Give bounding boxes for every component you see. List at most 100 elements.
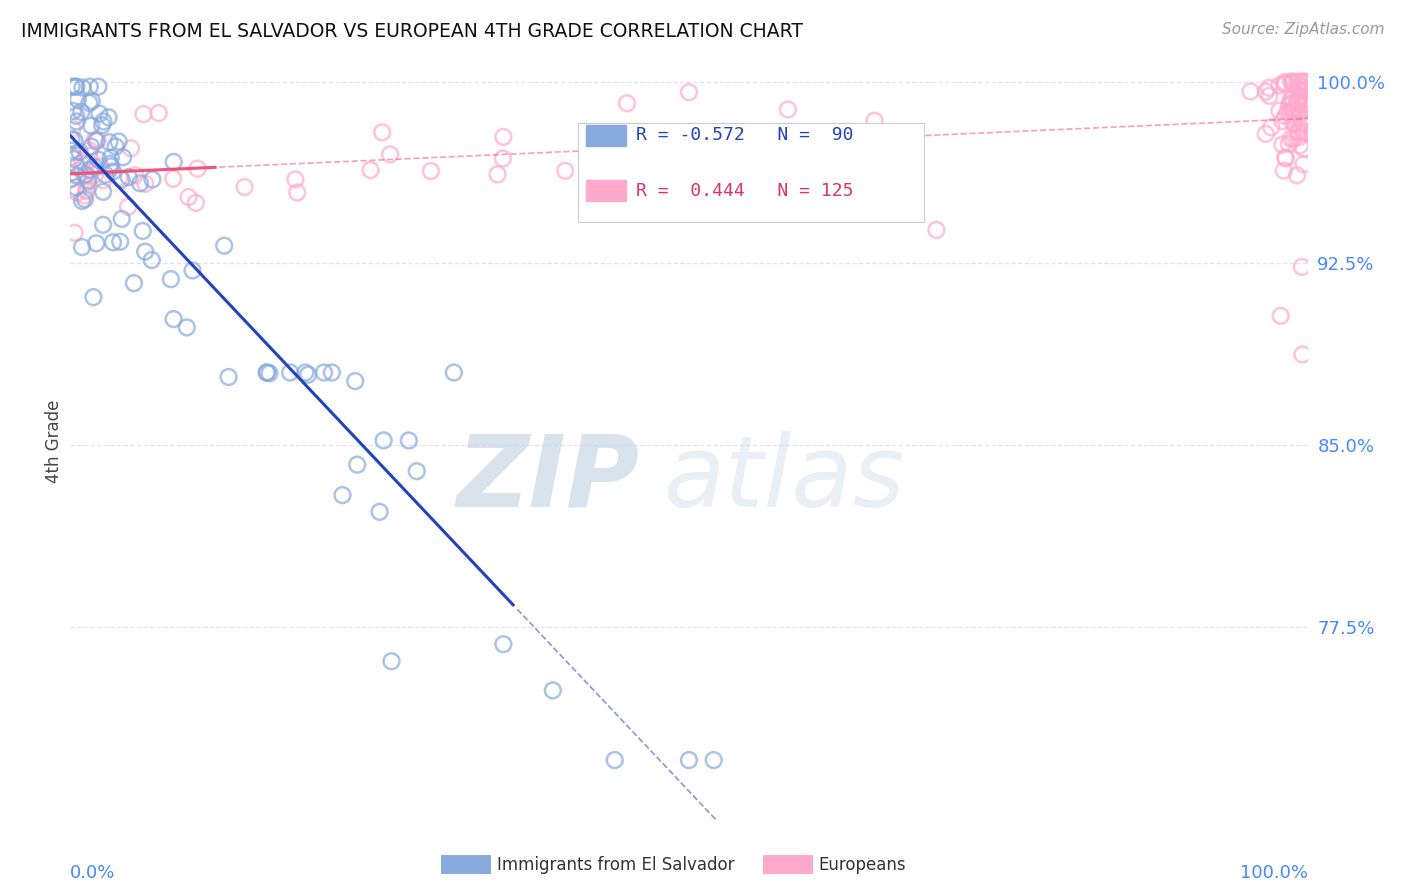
Point xyxy=(443,366,465,380)
Point xyxy=(1278,136,1301,151)
Point xyxy=(73,188,96,202)
Point xyxy=(312,366,335,380)
Point xyxy=(73,192,96,206)
Point xyxy=(62,121,84,136)
Point xyxy=(60,150,83,164)
Point xyxy=(1292,85,1315,99)
Point xyxy=(1281,91,1303,105)
Point xyxy=(1291,347,1313,361)
Point xyxy=(72,165,94,179)
Point xyxy=(112,150,135,164)
Point xyxy=(1272,77,1295,91)
Point xyxy=(371,125,394,139)
Point xyxy=(70,240,93,254)
Point xyxy=(1254,127,1277,141)
Point xyxy=(1285,168,1308,182)
Bar xyxy=(441,855,491,874)
Point xyxy=(346,458,368,472)
Point xyxy=(1260,120,1282,135)
Point xyxy=(60,132,83,146)
Text: Source: ZipAtlas.com: Source: ZipAtlas.com xyxy=(1222,22,1385,37)
Point xyxy=(1274,151,1296,165)
Point xyxy=(1294,92,1316,106)
Point xyxy=(98,157,121,171)
Point xyxy=(1271,137,1294,152)
Point xyxy=(1239,84,1261,98)
Point xyxy=(1282,75,1305,89)
Point xyxy=(294,366,316,380)
Point xyxy=(1291,124,1313,138)
Point xyxy=(373,434,395,448)
Point xyxy=(1268,78,1291,93)
Point xyxy=(1292,117,1315,131)
Point xyxy=(91,218,114,232)
Point xyxy=(65,79,87,94)
Point xyxy=(181,263,204,277)
Point xyxy=(1274,109,1296,123)
Point xyxy=(801,175,824,189)
Point xyxy=(278,366,301,380)
Point xyxy=(82,290,104,304)
Point xyxy=(160,272,183,286)
Point xyxy=(111,172,134,186)
Point xyxy=(1286,79,1309,94)
Point xyxy=(1295,75,1317,89)
Point xyxy=(1292,75,1315,89)
Point xyxy=(75,169,97,183)
Point xyxy=(398,434,420,448)
Text: atlas: atlas xyxy=(664,431,905,528)
Point xyxy=(259,366,281,380)
Point xyxy=(79,149,101,163)
Point xyxy=(66,160,89,174)
Point xyxy=(72,155,94,169)
Point xyxy=(134,244,156,259)
Point xyxy=(134,177,156,191)
Point xyxy=(1291,260,1313,274)
Point xyxy=(80,139,103,153)
Point xyxy=(65,79,87,94)
Point xyxy=(66,93,89,107)
Point xyxy=(1292,76,1315,90)
Point xyxy=(1268,103,1291,118)
Point xyxy=(91,118,114,132)
Point xyxy=(97,110,120,124)
Bar xyxy=(586,125,626,145)
Point xyxy=(122,276,145,290)
Point xyxy=(740,148,762,162)
Point xyxy=(1285,95,1308,109)
Point xyxy=(554,164,576,178)
Point xyxy=(1279,97,1302,112)
Point xyxy=(492,152,515,166)
Point xyxy=(863,113,886,128)
Point xyxy=(163,155,186,169)
Point xyxy=(91,173,114,187)
Point xyxy=(1284,116,1306,130)
Point xyxy=(101,164,124,178)
Point xyxy=(76,172,98,186)
Point xyxy=(360,163,382,178)
Point xyxy=(1281,103,1303,118)
Point xyxy=(1292,75,1315,89)
Point xyxy=(65,114,87,128)
Point xyxy=(141,252,163,267)
Point xyxy=(63,133,86,147)
Point xyxy=(1278,99,1301,113)
Point xyxy=(87,133,110,147)
Text: IMMIGRANTS FROM EL SALVADOR VS EUROPEAN 4TH GRADE CORRELATION CHART: IMMIGRANTS FROM EL SALVADOR VS EUROPEAN … xyxy=(21,22,803,41)
Point xyxy=(83,160,105,174)
Point xyxy=(1295,96,1317,111)
Point xyxy=(1277,104,1299,119)
Point xyxy=(91,185,114,199)
Point xyxy=(332,488,354,502)
Point xyxy=(131,224,153,238)
Point xyxy=(79,79,101,94)
Point xyxy=(65,180,87,194)
Point xyxy=(256,366,278,380)
Text: R =  0.444   N = 125: R = 0.444 N = 125 xyxy=(636,182,853,200)
Point xyxy=(1291,114,1313,128)
Point xyxy=(94,168,117,182)
Point xyxy=(256,366,278,380)
Point xyxy=(344,374,367,388)
Point xyxy=(60,172,83,186)
Point xyxy=(75,168,97,182)
